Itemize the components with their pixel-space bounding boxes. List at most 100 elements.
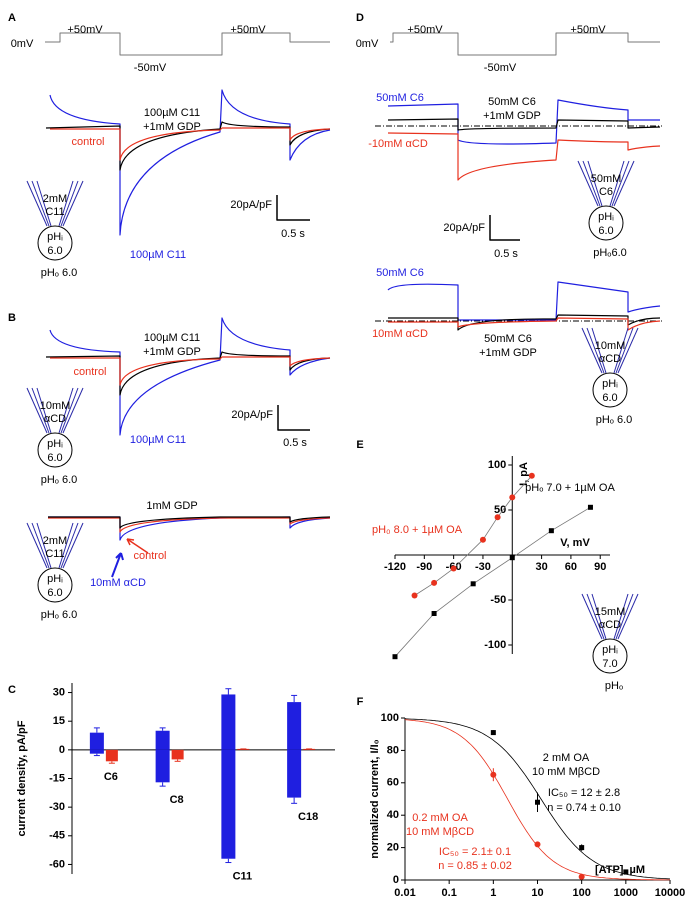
arrow-blue: [111, 552, 124, 578]
label: 50mM C6: [376, 267, 424, 279]
pipette-wall: [62, 180, 84, 227]
cell: [592, 372, 628, 408]
pipette-wall: [591, 327, 607, 374]
point: [623, 869, 629, 875]
pipette-wall: [617, 593, 639, 640]
pipette-wall: [587, 160, 603, 207]
cell: [37, 432, 73, 468]
annotation: 2 mM OA: [543, 752, 590, 764]
y-tick-label: -50: [490, 594, 506, 606]
bar: [105, 749, 118, 762]
label: 2mM: [43, 535, 67, 547]
category-label: C18: [298, 811, 318, 823]
pipette-wall: [615, 593, 634, 640]
point: [470, 581, 476, 587]
x-tick-label: 0.1: [442, 887, 457, 899]
panel-label: D: [356, 12, 364, 24]
trace-red: [48, 517, 331, 533]
annotation: pHₒ 7.0 + 1µM OA: [525, 482, 615, 494]
x-tick-label: 10000: [655, 887, 686, 899]
trace-black: [387, 118, 661, 131]
label: αCD: [599, 619, 621, 631]
label: 10mM: [595, 340, 626, 352]
label: pHᵢ: [598, 211, 614, 223]
label: pHᵢ: [602, 378, 618, 390]
point: [490, 771, 497, 778]
pipette-wall: [582, 160, 601, 207]
label: 6.0: [47, 245, 62, 257]
protocol-label: +50mV: [407, 24, 443, 36]
pipette-wall: [26, 522, 48, 569]
x-tick-label: 0.01: [394, 887, 415, 899]
pipette-wall: [613, 327, 629, 374]
trace-blue: [49, 317, 331, 436]
pipette-wall: [586, 327, 605, 374]
trace-black: [388, 314, 661, 331]
pipette-wall: [26, 180, 48, 227]
scale-bar: [277, 405, 310, 431]
x-tick-label: -30: [475, 561, 491, 573]
label: control: [71, 136, 104, 148]
y-tick-label: -30: [49, 801, 65, 813]
pipette-wall: [609, 160, 625, 207]
protocol-label: -50mV: [484, 62, 517, 74]
y-tick-label: 0: [59, 744, 65, 756]
panel-label: B: [8, 312, 16, 324]
trace-black: [45, 351, 331, 396]
annotation: n = 0.85 ± 0.02: [438, 860, 512, 872]
protocol-label: -50mV: [134, 62, 167, 74]
pipette-wall: [31, 522, 50, 569]
bar: [89, 749, 104, 754]
label: control: [73, 366, 106, 378]
category-label: C8: [170, 794, 184, 806]
label: pHₒ 6.0: [596, 414, 633, 426]
bar: [287, 702, 302, 750]
y-axis-label: normalized current, I/I₀: [369, 739, 381, 858]
arrow-red: [126, 538, 149, 554]
annotation: 0.2 mM OA: [412, 812, 468, 824]
label: 50mM C6: [484, 333, 532, 345]
trace-black: [45, 121, 331, 171]
y-tick-label: 100: [381, 712, 399, 724]
label: 1mM GDP: [146, 500, 197, 512]
label: 50mM C6: [488, 96, 536, 108]
pipette-wall: [62, 522, 84, 569]
label: pHᵢ: [47, 438, 63, 450]
label: 100µM C11: [144, 107, 200, 119]
point: [534, 841, 541, 848]
label: 10mM: [40, 400, 71, 412]
point: [587, 504, 593, 510]
label: pHᵢ: [602, 644, 618, 656]
panel-label: F: [357, 696, 364, 708]
y-tick-label: -100: [484, 639, 506, 651]
label: 6.0: [47, 587, 62, 599]
pipette-wall: [31, 387, 50, 434]
y-axis-label: I, pA: [518, 462, 530, 486]
category-label: C11: [233, 870, 253, 882]
trace-black: [48, 516, 331, 529]
scale-bar: [276, 195, 310, 221]
point: [528, 472, 535, 479]
protocol-label: +50mV: [230, 24, 266, 36]
label: 7.0: [602, 658, 617, 670]
label: αCD: [44, 413, 66, 425]
protocol-label: 0mV: [356, 38, 379, 50]
point: [431, 579, 438, 586]
point: [411, 592, 418, 599]
label: 50mM: [591, 173, 622, 185]
pipette-wall: [58, 180, 74, 227]
pipette-wall: [26, 387, 48, 434]
cell: [592, 638, 628, 674]
y-tick-label: -45: [49, 830, 65, 842]
cell: [37, 567, 73, 603]
point: [535, 799, 540, 805]
label: 100µM C11: [130, 249, 186, 261]
y-tick-label: -15: [49, 772, 65, 784]
y-tick-label: 50: [494, 504, 506, 516]
label: 0.5 s: [281, 228, 305, 240]
point: [479, 536, 486, 543]
label: pHₒ: [605, 680, 623, 692]
category-label: C6: [104, 771, 118, 783]
label: 10mM αCD: [90, 577, 146, 589]
bar: [171, 749, 184, 760]
